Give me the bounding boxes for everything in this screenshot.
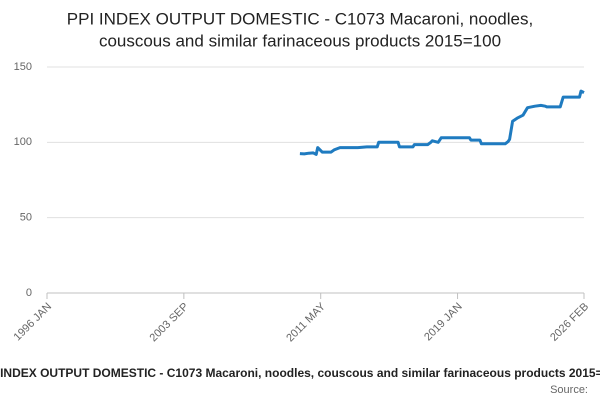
y-tick-label: 0 — [26, 287, 32, 299]
series-line — [299, 89, 585, 156]
chart-title: couscous and similar farinaceous product… — [99, 31, 501, 50]
x-tick-label: 2019 JAN — [422, 301, 465, 344]
y-tick-label: 50 — [20, 212, 32, 224]
chart-title: PPI INDEX OUTPUT DOMESTIC - C1073 Macaro… — [67, 9, 533, 28]
caption: PPI INDEX OUTPUT DOMESTIC - C1073 Macaro… — [0, 366, 600, 380]
x-tick-label: 1996 JAN — [12, 301, 55, 344]
x-tick-label: 2026 FEB — [548, 301, 591, 344]
x-tick-label: 2003 SEP — [148, 301, 192, 345]
source: Source: — [550, 384, 588, 396]
x-tick-label: 2011 MAY — [284, 300, 328, 344]
y-tick-label: 100 — [14, 136, 32, 148]
y-tick-label: 150 — [14, 61, 32, 73]
